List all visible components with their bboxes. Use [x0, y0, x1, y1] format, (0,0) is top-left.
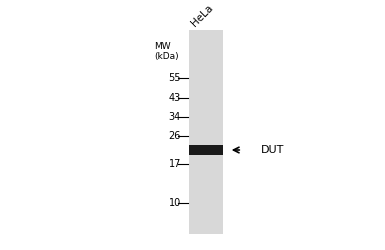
Text: HeLa: HeLa — [189, 3, 215, 29]
Text: 43: 43 — [169, 93, 181, 103]
Text: DUT: DUT — [261, 145, 285, 155]
Text: 55: 55 — [169, 72, 181, 83]
Text: 34: 34 — [169, 112, 181, 122]
Text: MW
(kDa): MW (kDa) — [154, 42, 179, 61]
Text: 10: 10 — [169, 198, 181, 208]
Text: 17: 17 — [169, 159, 181, 169]
FancyBboxPatch shape — [189, 145, 223, 155]
Text: 26: 26 — [169, 131, 181, 141]
FancyBboxPatch shape — [189, 30, 223, 234]
